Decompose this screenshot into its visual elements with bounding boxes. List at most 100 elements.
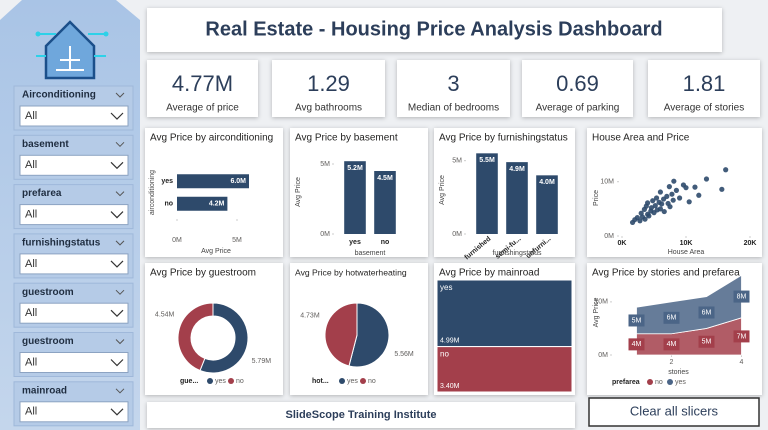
value-label: 6M xyxy=(667,315,677,322)
slicer-collapse[interactable] xyxy=(115,339,125,345)
y-tick-label: 10M xyxy=(600,179,614,186)
value-label: 3.40M xyxy=(440,383,460,390)
slicer-collapse[interactable] xyxy=(115,240,125,246)
chart-title: Avg Price by stories and prefarea xyxy=(592,268,740,279)
slicer-collapse[interactable] xyxy=(115,388,125,394)
slicer-label: guestroom xyxy=(22,336,74,347)
point xyxy=(657,189,664,195)
slicer-collapse[interactable] xyxy=(115,191,125,197)
point xyxy=(671,178,677,184)
dropdown-chevron[interactable] xyxy=(110,260,124,268)
kpi-value: 1.29 xyxy=(307,71,350,96)
slicer-collapse[interactable] xyxy=(115,92,125,98)
slicer-value: All xyxy=(25,356,37,368)
point xyxy=(667,204,673,210)
legend-label: no xyxy=(655,379,663,386)
point xyxy=(659,201,665,207)
chart-title: Avg Price by hotwaterheating xyxy=(295,267,407,277)
slicer-label: furnishingstatus xyxy=(22,238,101,249)
label-box xyxy=(733,290,750,303)
kpi-card xyxy=(522,60,633,117)
slicer-collapse[interactable] xyxy=(115,289,125,295)
point xyxy=(657,206,664,212)
dropdown-chevron[interactable] xyxy=(110,408,124,416)
point xyxy=(703,176,710,182)
x-tick-label: yes xyxy=(349,239,361,246)
tile-label: yes xyxy=(440,283,452,292)
clear-button[interactable] xyxy=(588,397,760,427)
legend-title: gue... xyxy=(180,378,198,385)
point xyxy=(686,199,692,205)
slice xyxy=(324,302,358,367)
chart-title: Avg Price by guestroom xyxy=(150,268,256,279)
chart-title: House Area and Price xyxy=(592,133,690,144)
y-tick-label: 0M xyxy=(452,231,462,238)
legend-swatch xyxy=(667,379,673,385)
legend-label: yes xyxy=(215,378,226,385)
dropdown-chevron[interactable] xyxy=(110,309,124,318)
slicer-dropdown[interactable] xyxy=(19,154,129,176)
value-label: 8M xyxy=(737,293,747,300)
label-box xyxy=(733,330,750,343)
value-label: 6.0M xyxy=(230,178,246,185)
y-axis-title: Avg Price xyxy=(295,177,302,207)
slicer-dropdown[interactable] xyxy=(19,352,129,373)
value-label: 4.0M xyxy=(539,179,555,186)
point xyxy=(723,167,729,173)
x-tick-label: 5M xyxy=(232,237,242,244)
legend-label: no xyxy=(236,378,244,385)
point xyxy=(666,184,672,190)
slicer-value: All xyxy=(25,110,37,122)
point xyxy=(646,213,652,219)
x-tick-label: 0K xyxy=(618,240,627,247)
kpi-card xyxy=(648,60,760,117)
dropdown-chevron[interactable] xyxy=(110,211,124,219)
label-box xyxy=(628,338,645,351)
label-box xyxy=(698,335,715,348)
kpi-card xyxy=(147,60,258,117)
slicer-label: prefarea xyxy=(22,188,62,199)
clear-button-text[interactable]: Clear all slicers xyxy=(630,403,719,418)
slicer-dropdown[interactable] xyxy=(19,302,129,324)
slicer-dropdown[interactable] xyxy=(19,105,129,127)
value-label: 5.79M xyxy=(252,358,272,365)
y-axis-title: airconditioning xyxy=(149,170,156,215)
value-label: 4M xyxy=(667,341,677,348)
slicer-dropdown[interactable] xyxy=(19,401,129,423)
dropdown-chevron[interactable] xyxy=(110,161,124,170)
slicer-dropdown[interactable] xyxy=(19,253,129,275)
dropdown-chevron[interactable] xyxy=(110,112,124,120)
chart-card xyxy=(145,128,283,257)
chart-title: Avg Price by furnishingstatus xyxy=(439,133,568,144)
kpi-label: Avg bathrooms xyxy=(295,103,362,114)
point xyxy=(696,192,702,198)
treemap-tile xyxy=(436,279,573,348)
x-tick-label: no xyxy=(381,239,390,246)
y-axis-title: Avg Price xyxy=(439,175,446,205)
value-label: 5.5M xyxy=(479,157,495,164)
slicer-collapse[interactable] xyxy=(115,141,125,148)
y-tick-label: 0M xyxy=(604,233,614,240)
tile-label: no xyxy=(440,350,449,359)
legend-swatch xyxy=(647,379,653,385)
chart-title: Avg Price by airconditioning xyxy=(150,133,273,144)
value-label: 4.5M xyxy=(377,175,393,182)
logo xyxy=(35,20,109,80)
point xyxy=(669,191,675,197)
value-label: 5M xyxy=(632,317,642,324)
slicer-dropdown[interactable] xyxy=(19,204,129,226)
value-label: 4.73M xyxy=(300,313,320,320)
x-tick-label: 2 xyxy=(670,359,674,366)
value-label: 7M xyxy=(737,333,747,340)
value-label: 4.2M xyxy=(209,201,225,208)
kpi-value: 1.81 xyxy=(683,71,726,96)
kpi-value: 0.69 xyxy=(556,71,599,96)
value-label: 5M xyxy=(702,339,712,346)
chart-title: Avg Price by mainroad xyxy=(439,268,539,279)
dropdown-chevron[interactable] xyxy=(110,359,124,367)
kpi-card xyxy=(272,60,385,117)
label-box xyxy=(628,314,645,327)
point xyxy=(664,193,670,199)
x-axis-title: furnishingstatus xyxy=(492,250,542,257)
